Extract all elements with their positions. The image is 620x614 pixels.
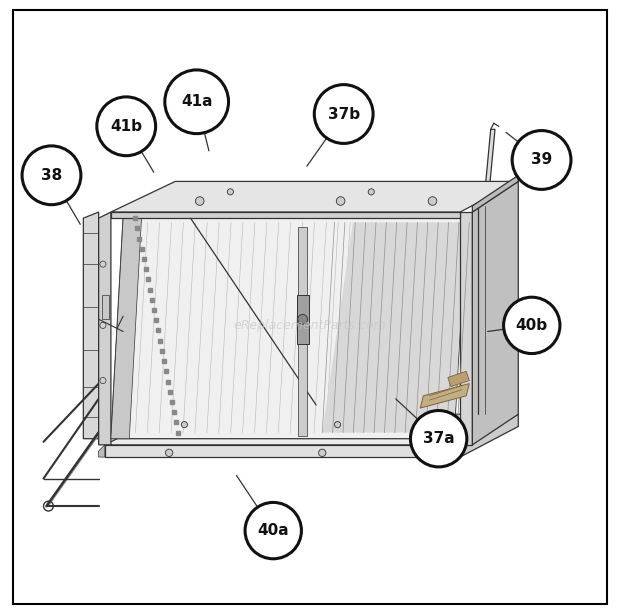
Polygon shape bbox=[105, 414, 518, 445]
Circle shape bbox=[195, 196, 204, 205]
Circle shape bbox=[228, 188, 233, 195]
Circle shape bbox=[410, 411, 467, 467]
Polygon shape bbox=[102, 295, 109, 319]
Polygon shape bbox=[105, 445, 460, 457]
Circle shape bbox=[166, 449, 173, 456]
Text: 37b: 37b bbox=[327, 106, 360, 122]
Polygon shape bbox=[472, 175, 518, 212]
Polygon shape bbox=[322, 222, 466, 433]
Circle shape bbox=[319, 449, 326, 456]
Polygon shape bbox=[99, 445, 105, 457]
Circle shape bbox=[298, 314, 308, 324]
Text: 37a: 37a bbox=[423, 431, 454, 446]
Text: 40a: 40a bbox=[257, 523, 289, 538]
Circle shape bbox=[165, 70, 229, 134]
Text: eReplacementParts.com: eReplacementParts.com bbox=[234, 319, 386, 332]
Circle shape bbox=[512, 131, 571, 189]
Circle shape bbox=[503, 297, 560, 354]
Text: 40b: 40b bbox=[516, 318, 548, 333]
Circle shape bbox=[97, 97, 156, 156]
Polygon shape bbox=[472, 181, 518, 445]
Polygon shape bbox=[460, 212, 472, 445]
Circle shape bbox=[336, 196, 345, 205]
Polygon shape bbox=[111, 181, 518, 212]
Polygon shape bbox=[111, 212, 460, 218]
Circle shape bbox=[182, 422, 187, 428]
Circle shape bbox=[368, 188, 374, 195]
Polygon shape bbox=[111, 218, 466, 439]
Circle shape bbox=[245, 502, 301, 559]
Polygon shape bbox=[460, 414, 518, 457]
Circle shape bbox=[314, 85, 373, 144]
Text: 41b: 41b bbox=[110, 119, 142, 134]
Polygon shape bbox=[83, 212, 99, 439]
Text: 38: 38 bbox=[41, 168, 62, 183]
Polygon shape bbox=[420, 384, 469, 408]
Polygon shape bbox=[480, 130, 495, 239]
Polygon shape bbox=[296, 295, 309, 344]
Polygon shape bbox=[111, 218, 141, 439]
Circle shape bbox=[428, 196, 437, 205]
Circle shape bbox=[335, 422, 340, 428]
Polygon shape bbox=[99, 212, 111, 445]
Polygon shape bbox=[448, 371, 469, 387]
Circle shape bbox=[22, 146, 81, 204]
Polygon shape bbox=[298, 227, 307, 436]
Circle shape bbox=[417, 449, 424, 456]
Text: 41a: 41a bbox=[181, 95, 213, 109]
Text: 39: 39 bbox=[531, 152, 552, 168]
